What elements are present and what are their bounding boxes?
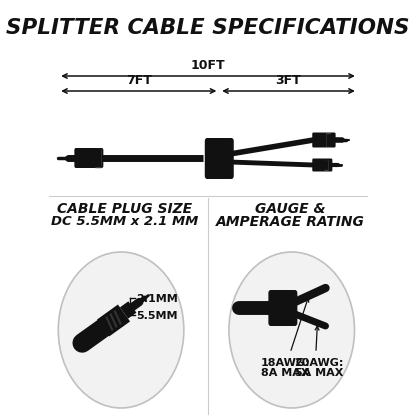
FancyBboxPatch shape [312, 133, 336, 148]
Text: 3FT: 3FT [276, 74, 301, 87]
FancyBboxPatch shape [205, 138, 234, 179]
Text: 2.1MM: 2.1MM [136, 294, 178, 304]
Text: SPLITTER CABLE SPECIFICATIONS: SPLITTER CABLE SPECIFICATIONS [6, 18, 410, 38]
FancyBboxPatch shape [268, 290, 297, 326]
Text: 20AWG:: 20AWG: [295, 358, 344, 368]
Text: 18AWG:: 18AWG: [260, 358, 310, 368]
Text: CABLE PLUG SIZE: CABLE PLUG SIZE [57, 202, 192, 216]
Text: 10FT: 10FT [191, 59, 225, 72]
Text: 5A MAX: 5A MAX [295, 368, 343, 378]
Text: 7FT: 7FT [126, 74, 152, 87]
Text: AMPERAGE RATING: AMPERAGE RATING [215, 215, 364, 229]
Text: 5.5MM: 5.5MM [136, 311, 178, 321]
Text: 8A MAX: 8A MAX [261, 368, 310, 378]
Circle shape [229, 252, 354, 408]
Text: DC 5.5MM x 2.1 MM: DC 5.5MM x 2.1 MM [51, 215, 198, 228]
Text: GAUGE &: GAUGE & [255, 202, 325, 216]
FancyBboxPatch shape [312, 158, 332, 171]
Circle shape [58, 252, 184, 408]
FancyBboxPatch shape [74, 148, 103, 168]
